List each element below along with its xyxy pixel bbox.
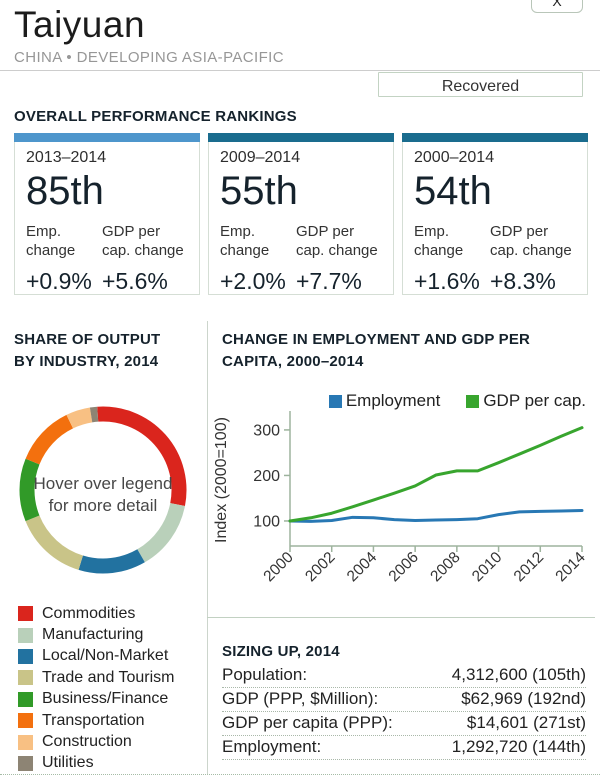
legend-item-construction[interactable]: Construction [18,731,175,752]
commodities-swatch-icon [18,606,33,622]
header-divider [0,70,600,71]
gdp-change-label: GDP per cap. change [296,223,378,259]
gdp-per-cap-swatch-icon [466,394,480,408]
emp-change-label: Emp. change [26,223,76,259]
industry-donut-chart [12,399,194,581]
legend-item-local-non-market[interactable]: Local/Non-Market [18,646,175,667]
employment-gdp-heading: CHANGE IN EMPLOYMENT AND GDP PER CAPITA,… [222,331,531,370]
employment-gdp-line-chart: 100 200 300 2000 2002 2004 2006 2008 2010 2012 201… [212,408,590,590]
card-period: 2000–2014 [414,149,495,166]
svg-text:2012: 2012 [511,549,547,585]
card-accent-bar [14,133,200,142]
legend-item-trade-tourism[interactable]: Trade and Tourism [18,667,175,688]
svg-text:Index (2000=100): Index (2000=100) [213,417,230,543]
utilities-swatch-icon [18,755,33,771]
legend-item-business-finance[interactable]: Business/Finance [18,689,175,710]
local-non-market-swatch-icon [18,648,33,664]
svg-text:300: 300 [253,422,280,439]
rankings-heading: OVERALL PERFORMANCE RANKINGS [14,108,297,125]
emp-change-value: +0.9% [26,267,92,294]
business-finance-swatch-icon [18,691,33,707]
legend-item-commodities[interactable]: Commodities [18,603,175,624]
gdp-change-label: GDP per cap. change [102,223,184,259]
card-period: 2009–2014 [220,149,301,166]
line-chart-legend: Employment GDP per cap. [222,391,586,411]
svg-text:2006: 2006 [386,549,422,585]
trade-tourism-swatch-icon [18,670,33,686]
svg-text:2004: 2004 [344,549,381,586]
employment-swatch-icon [328,394,342,408]
legend-item-utilities[interactable]: Utilities [18,753,175,774]
card-accent-bar [208,133,394,142]
donut-hover-hint: Hover over legend for more detail [33,474,173,516]
table-row-population: Population: 4,312,600 (105th) [222,664,586,688]
ranking-card-2013-2014: 2013–2014 85th Emp. change GDP per cap. … [14,133,200,295]
card-rank: 54th [414,169,492,213]
legend-item-manufacturing[interactable]: Manufacturing [18,624,175,645]
transportation-swatch-icon [18,713,33,729]
card-accent-bar [402,133,588,142]
gdp-change-value: +8.3% [490,267,556,294]
card-rank: 85th [26,169,104,213]
industry-legend: Commodities Manufacturing Local/Non-Mark… [18,603,175,774]
table-row-gdp-per-capita: GDP per capita (PPP): $14,601 (271st) [222,712,586,736]
svg-text:2002: 2002 [302,549,338,585]
table-row-gdp-ppp: GDP (PPP, $Million): $62,969 (192nd) [222,688,586,712]
svg-text:2010: 2010 [469,549,506,586]
gdp-change-value: +5.6% [102,267,168,294]
ranking-card-2000-2014: 2000–2014 54th Emp. change GDP per cap. … [402,133,588,295]
legend-item-employment: Employment [328,391,440,411]
page-title: Taiyuan [14,4,146,45]
emp-change-value: +1.6% [414,267,480,294]
column-divider [207,321,208,774]
legend-item-transportation[interactable]: Transportation [18,710,175,731]
industry-share-heading: SHARE OF OUTPUT BY INDUSTRY, 2014 [14,331,161,370]
table-row-employment: Employment: 1,292,720 (144th) [222,736,586,760]
sizing-up-heading: SIZING UP, 2014 [222,643,340,660]
emp-change-value: +2.0% [220,267,286,294]
svg-text:200: 200 [253,468,280,485]
bottom-divider [0,774,600,775]
legend-item-gdp-per-cap: GDP per cap. [466,391,586,411]
card-period: 2013–2014 [26,149,107,166]
close-button[interactable]: X [531,0,583,13]
svg-text:2014: 2014 [552,549,589,586]
recovered-status-button[interactable]: Recovered [378,72,583,97]
svg-text:2008: 2008 [427,549,463,585]
ranking-card-2009-2014: 2009–2014 55th Emp. change GDP per cap. … [208,133,394,295]
emp-change-label: Emp. change [414,223,464,259]
manufacturing-swatch-icon [18,627,33,643]
sizing-up-table: Population: 4,312,600 (105th) GDP (PPP, … [222,664,586,760]
gdp-change-label: GDP per cap. change [490,223,572,259]
svg-text:100: 100 [253,513,280,530]
ranking-cards-row: 2013–2014 85th Emp. change GDP per cap. … [14,133,588,295]
gdp-change-value: +7.7% [296,267,362,294]
page-subtitle: CHINA • DEVELOPING ASIA-PACIFIC [14,49,284,66]
construction-swatch-icon [18,734,33,750]
svg-text:2000: 2000 [260,549,297,586]
card-rank: 55th [220,169,298,213]
emp-change-label: Emp. change [220,223,270,259]
section-divider [207,617,595,618]
